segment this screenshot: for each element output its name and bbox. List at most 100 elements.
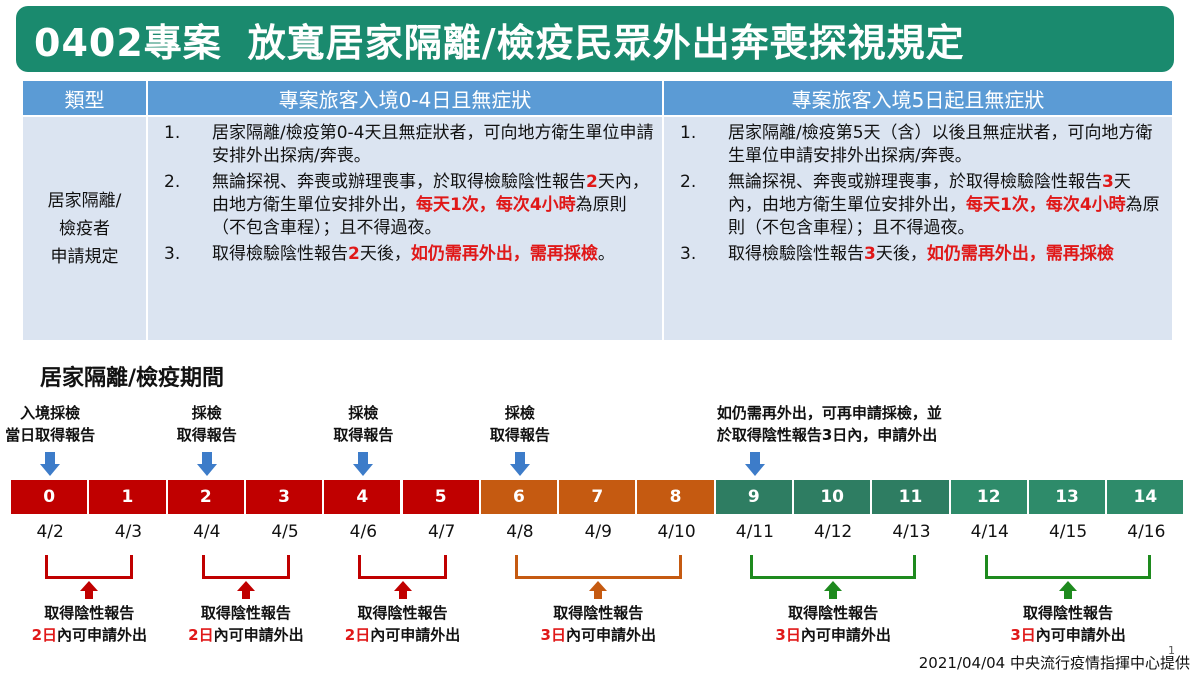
header-type: 類型 xyxy=(21,79,148,117)
note-rest: 內可申請外出 xyxy=(565,626,656,644)
table-row: 居家隔離/ 檢疫者 申請規定 1. 居家隔離/檢疫第0-4天且無症狀者，可向地方衛… xyxy=(21,115,1174,342)
note-line: 取得陰性報告 xyxy=(200,604,291,622)
annotation-line: 取得報告 xyxy=(333,426,394,444)
date-label: 4/3 xyxy=(114,522,143,542)
rule-highlight: 每天1次，每次4小時 xyxy=(416,195,576,215)
rule-highlight: 如仍需再外出，需再採檢 xyxy=(926,244,1114,264)
day-cell: 12 xyxy=(950,480,1029,514)
rule-text-part: 天內，由地方衛生單位安排外出， xyxy=(212,172,649,215)
rule-text-part: 為原則（不包含車程）；且不得過夜。 xyxy=(212,195,627,238)
rule-highlight: 2 xyxy=(348,244,360,264)
period-title: 居家隔離/檢疫期間 xyxy=(40,366,225,391)
day-cell: 14 xyxy=(1107,480,1186,514)
rule-highlight: 3 xyxy=(1102,172,1114,192)
date-label: 4/2 xyxy=(36,522,64,542)
test-annotation: 如仍需再外出，可再申請採檢，並 於取得陰性報告3日內，申請外出 xyxy=(717,402,942,446)
note-line: 2日內可申請外出 xyxy=(19,624,159,646)
rule-number: 2. xyxy=(680,172,697,192)
rule-item: 2. 無論探視、奔喪或辦理喪事，於取得檢驗陰性報告3天內，由地方衛生單位安排外出，… xyxy=(672,171,1164,240)
date-label: 4/10 xyxy=(657,522,696,542)
result-note: 取得陰性報告 2日內可申請外出 xyxy=(19,602,159,646)
title-banner: 0402專案 放寬居家隔離/檢疫民眾外出奔喪探視規定 xyxy=(16,6,1174,72)
title-code: 0402專案 xyxy=(34,20,222,65)
date-label: 4/14 xyxy=(970,522,1009,542)
rules-cell-day0-4: 1. 居家隔離/檢疫第0-4天且無症狀者，可向地方衛生單位申請安排外出探病/奔喪。… xyxy=(146,115,664,342)
result-note: 取得陰性報告 2日內可申請外出 xyxy=(176,602,316,646)
date-label: 4/13 xyxy=(892,522,931,542)
note-days: 3日 xyxy=(775,626,801,644)
annotation-line: 取得報告 xyxy=(176,426,237,444)
note-line: 2日內可申請外出 xyxy=(333,624,473,646)
rule-highlight: 每天1次，每次4小時 xyxy=(966,195,1126,215)
rule-item: 3. 取得檢驗陰性報告2天後，如仍需再外出，需再採檢。 xyxy=(156,243,654,266)
title-text: 放寬居家隔離/檢疫民眾外出奔喪探視規定 xyxy=(247,20,965,65)
note-rest: 內可申請外出 xyxy=(1035,626,1126,644)
note-line: 3日內可申請外出 xyxy=(528,624,668,646)
note-days: 3日 xyxy=(540,626,566,644)
annotation-line: 入境採檢 xyxy=(20,404,81,422)
header-day0-4: 專案旅客入境0-4日且無症狀 xyxy=(146,79,664,117)
rules-table: 類型 專案旅客入境0-4日且無症狀 專案旅客入境5日起且無症狀 居家隔離/ 檢疫… xyxy=(21,79,1174,342)
type-label-cell: 居家隔離/ 檢疫者 申請規定 xyxy=(21,115,148,342)
test-annotation: 採檢 取得報告 xyxy=(303,402,423,446)
rule-highlight: 3 xyxy=(864,244,876,264)
test-annotation: 採檢 取得報告 xyxy=(460,402,580,446)
rule-highlight: 2 xyxy=(586,172,598,192)
result-bracket xyxy=(749,555,917,579)
day-cell: 9 xyxy=(715,480,794,514)
rule-text-part: 為原則（不包含車程）；且不得過夜。 xyxy=(728,195,1160,238)
note-rest: 內可申請外出 xyxy=(213,626,304,644)
result-bracket xyxy=(514,555,682,579)
rule-text-part: 。 xyxy=(597,244,615,264)
rule-text-part: 居家隔離/檢疫第0-4天且無症狀者，可向地方衛生單位申請安排外出探病/奔喪。 xyxy=(212,123,654,166)
result-note: 取得陰性報告 3日內可申請外出 xyxy=(528,602,668,646)
annotation-line: 取得報告 xyxy=(489,426,550,444)
note-days: 3日 xyxy=(1010,626,1036,644)
rule-number: 1. xyxy=(164,123,181,143)
note-rest: 內可申請外出 xyxy=(57,626,148,644)
date-label: 4/5 xyxy=(271,522,299,542)
rule-text-part: 天內，由地方衛生單位安排外出， xyxy=(728,172,1131,215)
date-label: 4/8 xyxy=(506,522,534,542)
note-days: 2日 xyxy=(188,626,214,644)
note-line: 取得陰性報告 xyxy=(1023,604,1114,622)
result-note: 取得陰性報告 3日內可申請外出 xyxy=(763,602,903,646)
header-day5-plus: 專案旅客入境5日起且無症狀 xyxy=(662,79,1174,117)
page-number: 1 xyxy=(1168,644,1175,657)
note-rest: 內可申請外出 xyxy=(800,626,891,644)
note-line: 取得陰性報告 xyxy=(788,604,879,622)
rule-list-day0-4: 1. 居家隔離/檢疫第0-4天且無症狀者，可向地方衛生單位申請安排外出探病/奔喪。… xyxy=(148,117,662,266)
rule-number: 1. xyxy=(680,123,697,143)
rule-text-part: 取得檢驗陰性報告 xyxy=(212,244,348,264)
result-bracket xyxy=(45,555,134,579)
day-cell: 4 xyxy=(324,480,403,514)
result-note: 取得陰性報告 2日內可申請外出 xyxy=(333,602,473,646)
rule-highlight: 如仍需再外出，需再採檢 xyxy=(410,244,598,264)
rule-text-part: 天後， xyxy=(359,244,411,264)
day-cell: 1 xyxy=(89,480,168,514)
note-line: 取得陰性報告 xyxy=(357,604,448,622)
rule-number: 3. xyxy=(680,244,697,264)
date-label: 4/7 xyxy=(427,522,456,542)
note-line: 2日內可申請外出 xyxy=(176,624,316,646)
rule-number: 2. xyxy=(164,172,181,192)
test-annotation: 採檢 取得報告 xyxy=(147,402,267,446)
date-label: 4/16 xyxy=(1127,522,1166,542)
day-cell: 0 xyxy=(11,480,90,514)
date-label: 4/6 xyxy=(349,522,378,542)
day-cell: 13 xyxy=(1028,480,1108,514)
rule-number: 3. xyxy=(164,244,181,264)
annotation-line: 當日取得報告 xyxy=(5,426,96,444)
result-bracket xyxy=(201,555,291,579)
note-line: 3日內可申請外出 xyxy=(998,624,1138,646)
test-annotation: 入境採檢當日取得報告 xyxy=(0,402,110,446)
rule-item: 1. 居家隔離/檢疫第0-4天且無症狀者，可向地方衛生單位申請安排外出探病/奔喪。 xyxy=(156,122,654,168)
note-rest: 內可申請外出 xyxy=(370,626,461,644)
rule-text: 無論探視、奔喪或辦理喪事，於取得檢驗陰性報告3天內，由地方衛生單位安排外出，每天… xyxy=(728,171,1164,240)
annotation-line: 採檢 xyxy=(191,404,222,422)
date-label: 4/15 xyxy=(1048,522,1088,542)
day-cell: 6 xyxy=(480,480,560,514)
result-bracket xyxy=(984,555,1152,579)
rule-item: 2. 無論探視、奔喪或辦理喪事，於取得檢驗陰性報告2天內，由地方衛生單位安排外出，… xyxy=(156,171,654,240)
rule-text: 取得檢驗陰性報告3天後，如仍需再外出，需再採檢 xyxy=(728,243,1164,266)
